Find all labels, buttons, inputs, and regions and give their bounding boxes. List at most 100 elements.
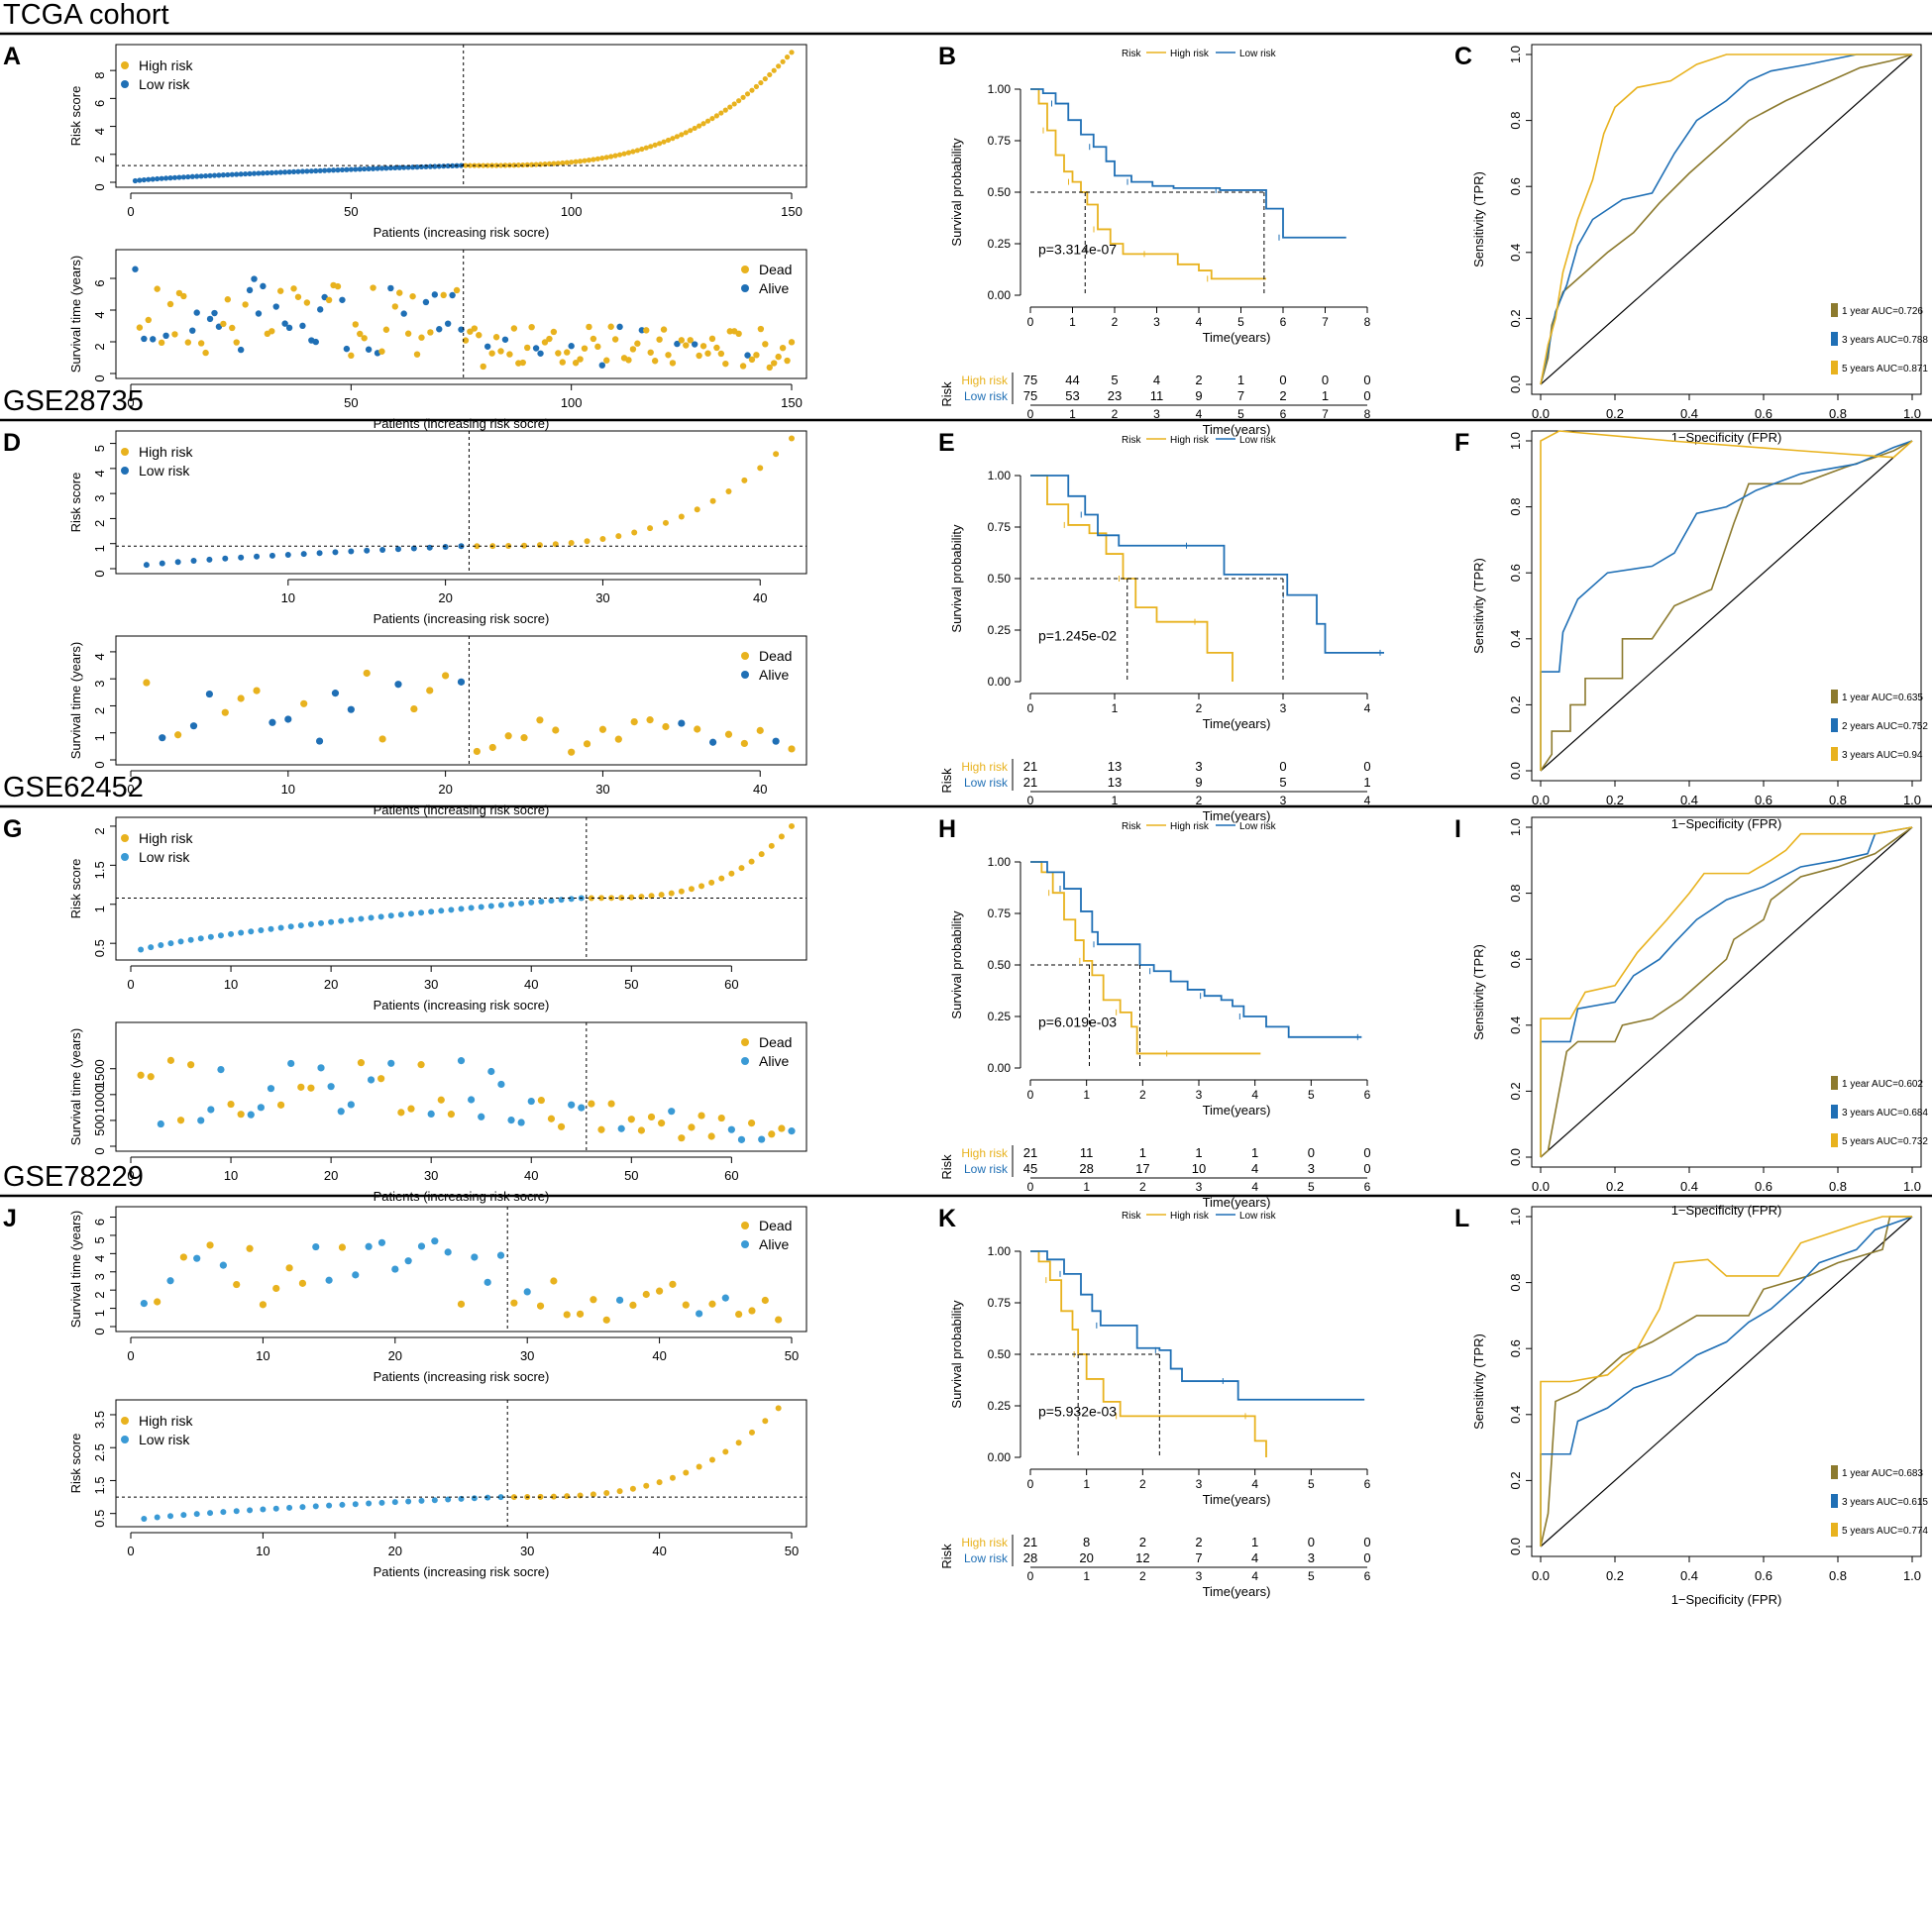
high-risk-point xyxy=(757,465,764,472)
risk-count-high: 44 xyxy=(1065,373,1079,387)
panel-letter: E xyxy=(938,429,955,457)
low-risk-point xyxy=(180,1512,187,1519)
dead-point xyxy=(197,340,205,347)
cohort-title: TCGA cohort xyxy=(3,0,169,31)
high-risk-point xyxy=(564,160,570,165)
dead-point xyxy=(629,346,637,353)
high-risk-point xyxy=(594,156,600,161)
dead-point xyxy=(462,337,470,344)
dead-point xyxy=(559,359,566,366)
y-tick-label: 6 xyxy=(92,279,107,286)
risk-count-low: 7 xyxy=(1237,388,1244,403)
dead-point xyxy=(290,285,297,292)
alive-point xyxy=(327,1083,335,1091)
roc-y-title: Sensitivity (TPR) xyxy=(1471,1334,1486,1430)
x-tick-label: 0.8 xyxy=(1829,406,1847,421)
dead-point xyxy=(480,363,486,371)
alive-point xyxy=(527,1097,535,1106)
alive-point xyxy=(615,1296,624,1304)
legend-alive-marker xyxy=(741,284,749,292)
dead-point xyxy=(669,1280,677,1288)
alive-point xyxy=(523,1288,531,1296)
dead-point xyxy=(761,1296,769,1305)
x-tick-label: 1 xyxy=(1069,315,1076,329)
alive-point xyxy=(387,284,394,292)
dead-point xyxy=(788,339,796,346)
dead-point xyxy=(656,1287,664,1295)
low-risk-point xyxy=(154,1514,161,1521)
km-curve-high xyxy=(1030,475,1234,682)
risk-table-high-label: High risk xyxy=(961,1146,1009,1160)
x-tick-label: 0.4 xyxy=(1680,406,1698,421)
x-tick-label: 0 xyxy=(127,977,134,992)
x-tick-label: 20 xyxy=(438,590,452,605)
risk-count-low: 28 xyxy=(1079,1161,1093,1176)
dead-point xyxy=(646,716,654,724)
risk-count-low: 23 xyxy=(1108,388,1122,403)
high-risk-point xyxy=(564,1493,571,1500)
dead-point xyxy=(698,1112,705,1120)
low-risk-point xyxy=(378,1499,385,1506)
risk-table-low-label: Low risk xyxy=(964,389,1009,403)
dead-point xyxy=(471,325,479,332)
alive-point xyxy=(501,336,509,343)
y-tick-label: 0.50 xyxy=(988,572,1012,586)
dead-point xyxy=(143,679,151,687)
roc-curve xyxy=(1540,1216,1913,1547)
dead-point xyxy=(594,343,601,351)
high-risk-point xyxy=(708,1456,715,1463)
low-risk-point xyxy=(317,167,323,173)
high-risk-point xyxy=(692,125,698,132)
dead-point xyxy=(397,1109,405,1117)
x-tick-label: 1.0 xyxy=(1903,793,1921,807)
x-tick-label: 6 xyxy=(1364,1477,1371,1491)
risk-count-low: 3 xyxy=(1308,1161,1315,1176)
dead-point xyxy=(607,1100,615,1108)
risk-table-x-title: Time(years) xyxy=(1203,1195,1271,1210)
dead-point xyxy=(440,291,447,299)
km-legend-high: High risk xyxy=(1170,821,1210,832)
dead-point xyxy=(488,350,495,357)
risk-count-low: 53 xyxy=(1065,388,1079,403)
x-tick-label: 1.0 xyxy=(1903,1179,1921,1194)
dead-point xyxy=(427,329,434,336)
km-legend-low: Low risk xyxy=(1239,1211,1277,1222)
roc-legend-swatch xyxy=(1831,1076,1838,1090)
alive-point xyxy=(347,1101,355,1109)
risk-table-high-label: High risk xyxy=(961,374,1009,387)
x-tick-label: 50 xyxy=(624,977,638,992)
risk-count-low: 9 xyxy=(1195,388,1202,403)
alive-point xyxy=(365,1242,373,1250)
alive-point xyxy=(758,1135,766,1143)
roc-legend-label: 3 years AUC=0.94 xyxy=(1842,750,1923,761)
roc-curve xyxy=(1540,1216,1912,1547)
dead-point xyxy=(739,363,747,370)
high-risk-point xyxy=(577,159,584,164)
dead-point xyxy=(510,325,518,332)
dead-point xyxy=(708,335,716,343)
roc-legend-swatch xyxy=(1831,718,1838,732)
high-risk-point xyxy=(515,162,521,168)
high-risk-point xyxy=(670,136,676,142)
risk-count-low: 1 xyxy=(1322,388,1329,403)
low-risk-point xyxy=(528,899,535,906)
low-risk-point xyxy=(247,170,253,176)
risk-count-high: 0 xyxy=(1322,373,1329,387)
x-tick-label: 0.0 xyxy=(1532,406,1550,421)
dead-point xyxy=(426,687,434,694)
alive-point xyxy=(141,335,148,343)
low-risk-point xyxy=(318,919,325,926)
low-risk-point xyxy=(487,903,494,909)
low-risk-point xyxy=(375,165,380,171)
y-tick-label: 2 xyxy=(92,156,107,162)
high-risk-point xyxy=(621,151,627,157)
high-risk-point xyxy=(652,142,658,148)
dead-point xyxy=(581,345,589,352)
low-risk-point xyxy=(387,912,394,919)
dead-point xyxy=(524,344,531,352)
risk-count-high: 1 xyxy=(1251,1145,1258,1160)
low-risk-point xyxy=(299,168,306,174)
roc-curve xyxy=(1540,53,1912,385)
x-tick-label: 100 xyxy=(561,204,583,219)
y-tick-label: 0.5 xyxy=(92,1510,107,1528)
